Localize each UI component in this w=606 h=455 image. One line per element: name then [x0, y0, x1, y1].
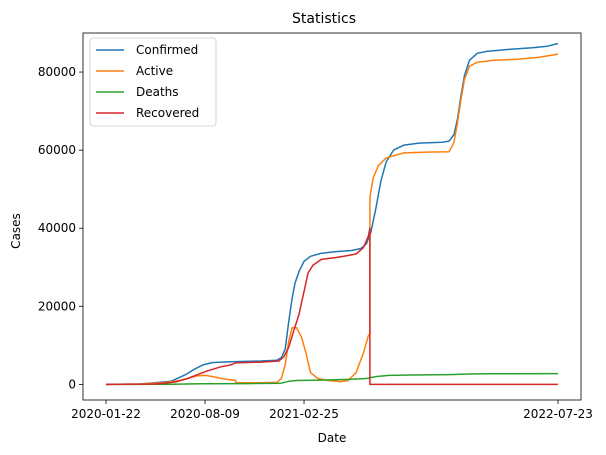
legend-label-deaths: Deaths	[136, 85, 179, 99]
y-tick-label: 60000	[38, 143, 76, 157]
series-line-confirmed	[105, 42, 559, 386]
y-tick-label: 80000	[38, 65, 76, 79]
legend-box	[89, 37, 217, 127]
series-line-active	[105, 53, 559, 386]
y-tick-label: 40000	[38, 221, 76, 235]
x-tick-label: 2020-01-22	[71, 407, 141, 421]
y-ticks: 0 20000 40000 60000 80000	[38, 65, 83, 391]
x-tick-label: 2021-02-25	[269, 407, 339, 421]
y-axis-label: Cases	[9, 213, 23, 249]
legend-label-confirmed: Confirmed	[136, 43, 198, 57]
plot-frame	[82, 32, 582, 401]
x-tick-label: 2020-08-09	[170, 407, 240, 421]
x-tick-label: 2022-07-23	[523, 407, 593, 421]
chart-title: Statistics	[292, 11, 356, 27]
plot-lines	[105, 42, 559, 386]
series-line-recovered	[105, 227, 558, 386]
legend-label-active: Active	[136, 64, 173, 78]
x-axis-label: Date	[318, 431, 347, 445]
y-tick-label: 20000	[38, 299, 76, 313]
legend-label-recovered: Recovered	[136, 106, 199, 120]
legend: Confirmed Active Deaths Recovered	[89, 37, 217, 127]
y-tick-label: 0	[68, 377, 76, 391]
series-line-deaths	[105, 372, 559, 386]
x-ticks: 2020-01-22 2020-08-09 2021-02-25 2022-07-23	[71, 400, 593, 421]
